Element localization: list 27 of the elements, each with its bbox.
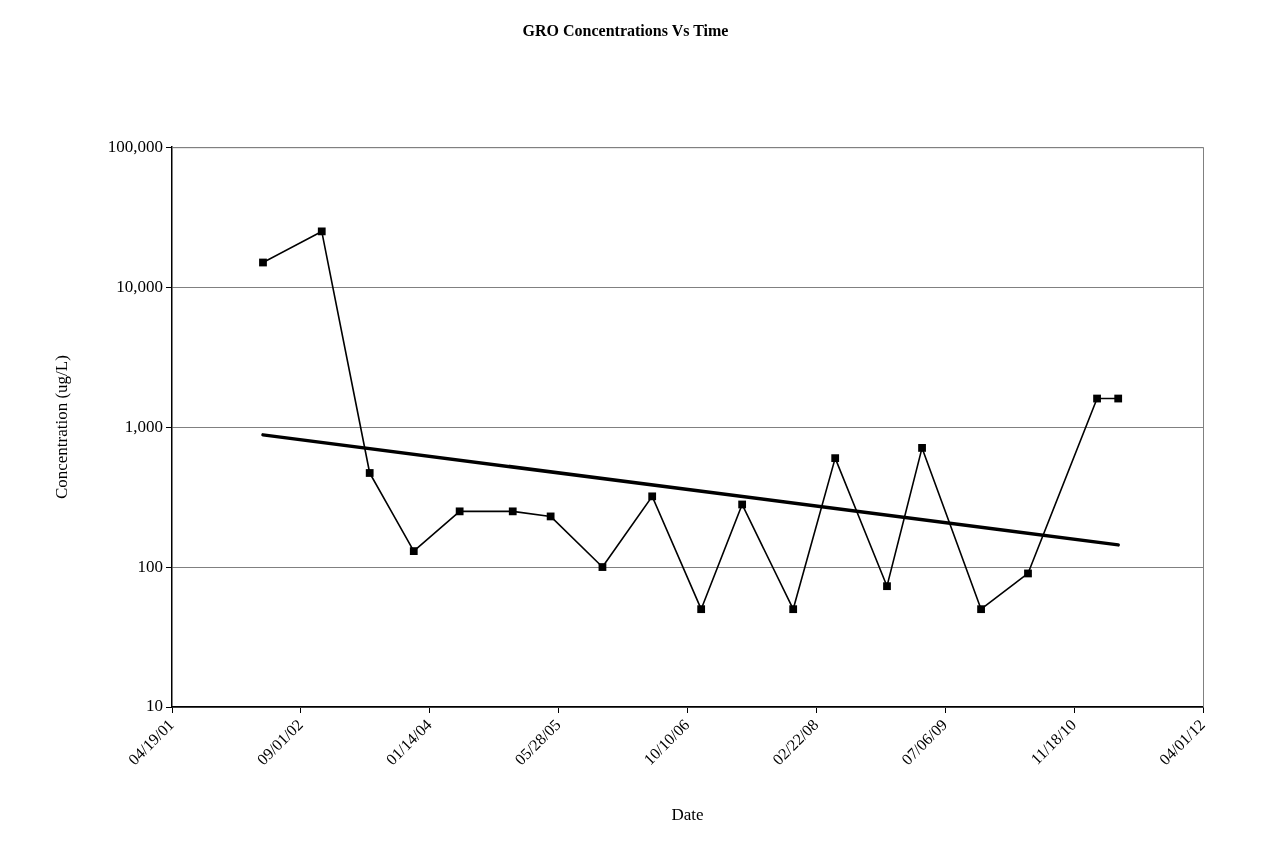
x-axis-title: Date <box>671 805 704 825</box>
y-tick-label: 100 <box>137 556 163 576</box>
point <box>455 507 464 516</box>
point <box>546 512 555 521</box>
point <box>1093 394 1101 403</box>
point <box>1024 569 1032 578</box>
point <box>598 563 607 571</box>
point <box>697 605 706 614</box>
y-tick-label: 10,000 <box>116 276 163 296</box>
point <box>365 469 374 477</box>
point <box>648 492 657 501</box>
y-tick-label: 10 <box>146 696 163 716</box>
point <box>918 444 926 452</box>
point <box>508 507 517 516</box>
point <box>317 227 326 236</box>
point <box>789 605 798 614</box>
point <box>409 547 418 555</box>
chart-title: GRO Concentrations Vs Time <box>522 21 729 39</box>
point <box>259 258 267 267</box>
point <box>1114 394 1123 403</box>
point <box>831 454 840 463</box>
y-tick-label: 100,000 <box>107 136 163 156</box>
point <box>977 605 985 614</box>
y-axis-title: Concentration (ug/L) <box>51 355 71 500</box>
point <box>883 582 891 591</box>
y-tick-label: 1,000 <box>124 416 163 436</box>
point <box>738 500 747 509</box>
